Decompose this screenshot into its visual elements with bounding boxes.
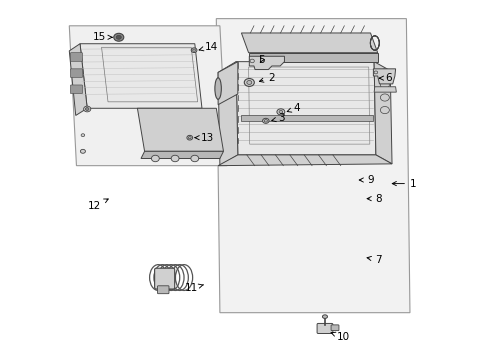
FancyBboxPatch shape xyxy=(155,268,175,289)
Text: 14: 14 xyxy=(199,42,218,51)
Ellipse shape xyxy=(85,108,89,111)
Text: 8: 8 xyxy=(367,194,381,204)
Text: 11: 11 xyxy=(184,283,203,293)
Polygon shape xyxy=(137,108,223,151)
Polygon shape xyxy=(374,62,392,164)
Polygon shape xyxy=(69,44,87,116)
Polygon shape xyxy=(373,69,395,84)
Ellipse shape xyxy=(171,155,179,162)
Polygon shape xyxy=(248,53,378,62)
Ellipse shape xyxy=(193,49,196,51)
FancyBboxPatch shape xyxy=(71,85,82,94)
Text: 5: 5 xyxy=(259,54,265,64)
Ellipse shape xyxy=(322,315,327,319)
Polygon shape xyxy=(374,87,396,92)
Text: 1: 1 xyxy=(392,179,416,189)
Ellipse shape xyxy=(151,155,159,162)
Ellipse shape xyxy=(247,81,252,85)
Polygon shape xyxy=(242,33,378,53)
Ellipse shape xyxy=(80,149,85,153)
Ellipse shape xyxy=(187,135,193,140)
Ellipse shape xyxy=(279,111,283,113)
Text: 3: 3 xyxy=(272,113,285,123)
Ellipse shape xyxy=(188,136,191,139)
Text: 10: 10 xyxy=(331,332,349,342)
FancyBboxPatch shape xyxy=(331,325,339,330)
Text: 7: 7 xyxy=(367,255,381,265)
Polygon shape xyxy=(141,151,223,158)
Ellipse shape xyxy=(263,118,269,123)
Text: 12: 12 xyxy=(88,199,108,211)
Text: 6: 6 xyxy=(379,73,392,83)
Polygon shape xyxy=(249,56,285,69)
Ellipse shape xyxy=(81,134,85,136)
Polygon shape xyxy=(236,62,376,155)
Text: 15: 15 xyxy=(93,32,112,42)
Polygon shape xyxy=(218,62,238,166)
Polygon shape xyxy=(242,116,373,121)
Ellipse shape xyxy=(245,78,254,86)
FancyBboxPatch shape xyxy=(71,53,82,61)
Text: 13: 13 xyxy=(195,133,215,143)
Text: 9: 9 xyxy=(359,175,373,185)
Ellipse shape xyxy=(84,106,91,112)
FancyBboxPatch shape xyxy=(317,323,333,333)
Ellipse shape xyxy=(277,109,285,115)
Ellipse shape xyxy=(191,155,199,162)
Polygon shape xyxy=(80,44,202,108)
Ellipse shape xyxy=(264,120,268,122)
FancyBboxPatch shape xyxy=(71,69,82,77)
Text: 4: 4 xyxy=(287,103,300,113)
Polygon shape xyxy=(216,19,410,313)
Ellipse shape xyxy=(116,35,122,39)
Polygon shape xyxy=(218,62,238,105)
Text: 2: 2 xyxy=(259,73,275,83)
Ellipse shape xyxy=(114,33,124,41)
Ellipse shape xyxy=(215,78,221,99)
Ellipse shape xyxy=(191,48,197,53)
FancyBboxPatch shape xyxy=(157,286,169,294)
Polygon shape xyxy=(218,155,392,166)
Polygon shape xyxy=(69,26,227,166)
